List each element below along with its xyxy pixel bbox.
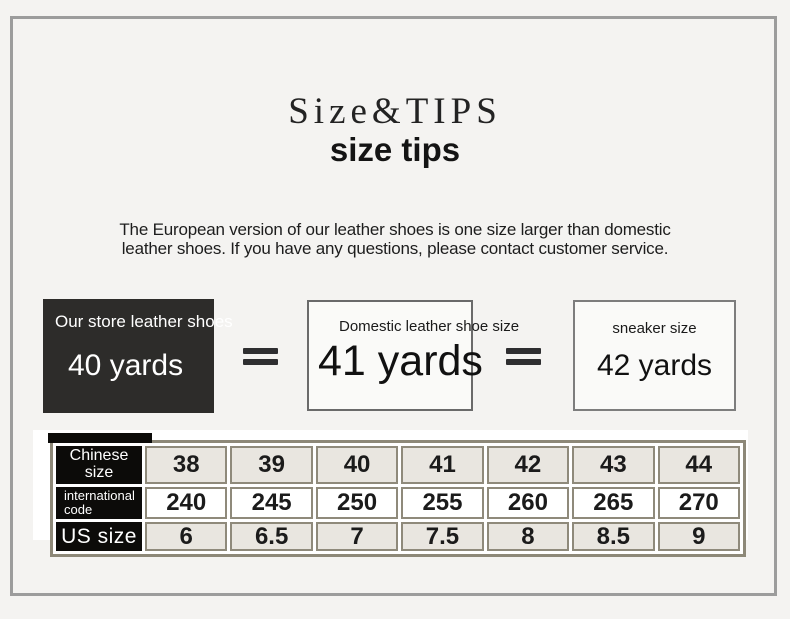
size-cell: 8 xyxy=(486,522,570,552)
notice-text: The European version of our leather shoe… xyxy=(0,220,790,258)
equals-icon xyxy=(243,348,278,365)
size-cell: 40 xyxy=(315,446,399,484)
table-top-smudge xyxy=(48,433,152,443)
sneaker-size-label: sneaker size xyxy=(612,320,697,337)
size-conversion-table: Chinese size 38 39 40 41 42 43 44 intern… xyxy=(50,440,746,558)
notice-line-2: leather shoes. If you have any questions… xyxy=(121,239,669,258)
store-size-label: Our store leather shoes xyxy=(55,312,233,331)
notice-line-1: The European version of our leather shoe… xyxy=(119,220,671,239)
size-cell: 240 xyxy=(145,486,228,520)
sneaker-size-value: 42 yards xyxy=(596,349,713,382)
size-cell: 250 xyxy=(315,486,399,520)
table-row-us-size: US size 6 6.5 7 7.5 8 8.5 9 xyxy=(56,522,740,552)
size-cell: 270 xyxy=(657,486,740,520)
equals-bar xyxy=(506,348,541,354)
size-cell: 6.5 xyxy=(230,522,313,552)
size-cell: 41 xyxy=(401,446,484,484)
page-subtitle: size tips xyxy=(329,131,461,168)
size-cell: 255 xyxy=(401,486,484,520)
table-row-international-code: international code 240 245 250 255 260 2… xyxy=(56,486,740,520)
domestic-size-label: Domestic leather shoe size xyxy=(339,318,520,335)
domestic-size-value: 41 yards xyxy=(318,337,483,385)
size-cell: 8.5 xyxy=(572,522,655,552)
size-cell: 39 xyxy=(230,446,313,484)
size-cell: 44 xyxy=(657,446,740,484)
size-cell: 265 xyxy=(572,486,655,520)
sneaker-size-box: sneaker size 42 yards xyxy=(573,300,736,411)
size-cell: 43 xyxy=(572,446,655,484)
size-cell: 245 xyxy=(230,486,313,520)
size-cell: 6 xyxy=(145,522,228,552)
equals-bar xyxy=(243,348,278,354)
outer-frame xyxy=(10,16,777,596)
equals-icon xyxy=(506,348,541,365)
row-label: US size xyxy=(56,522,142,552)
size-cell: 7.5 xyxy=(401,522,484,552)
size-cell: 42 xyxy=(486,446,570,484)
equals-bar xyxy=(506,359,541,365)
equals-bar xyxy=(243,359,278,365)
store-size-value: 40 yards xyxy=(68,349,184,382)
size-cell: 260 xyxy=(486,486,570,520)
store-size-box: Our store leather shoes 40 yards xyxy=(43,299,233,413)
size-cell: 38 xyxy=(145,446,228,484)
size-cell: 7 xyxy=(315,522,399,552)
size-cell: 9 xyxy=(657,522,740,552)
domestic-size-box: Domestic leather shoe size 41 yards xyxy=(307,300,520,411)
row-label: Chinese size xyxy=(56,446,142,484)
page-title: Size&TIPS xyxy=(288,91,502,132)
row-label: international code xyxy=(56,486,142,520)
table-row-chinese-size: Chinese size 38 39 40 41 42 43 44 xyxy=(56,446,740,484)
